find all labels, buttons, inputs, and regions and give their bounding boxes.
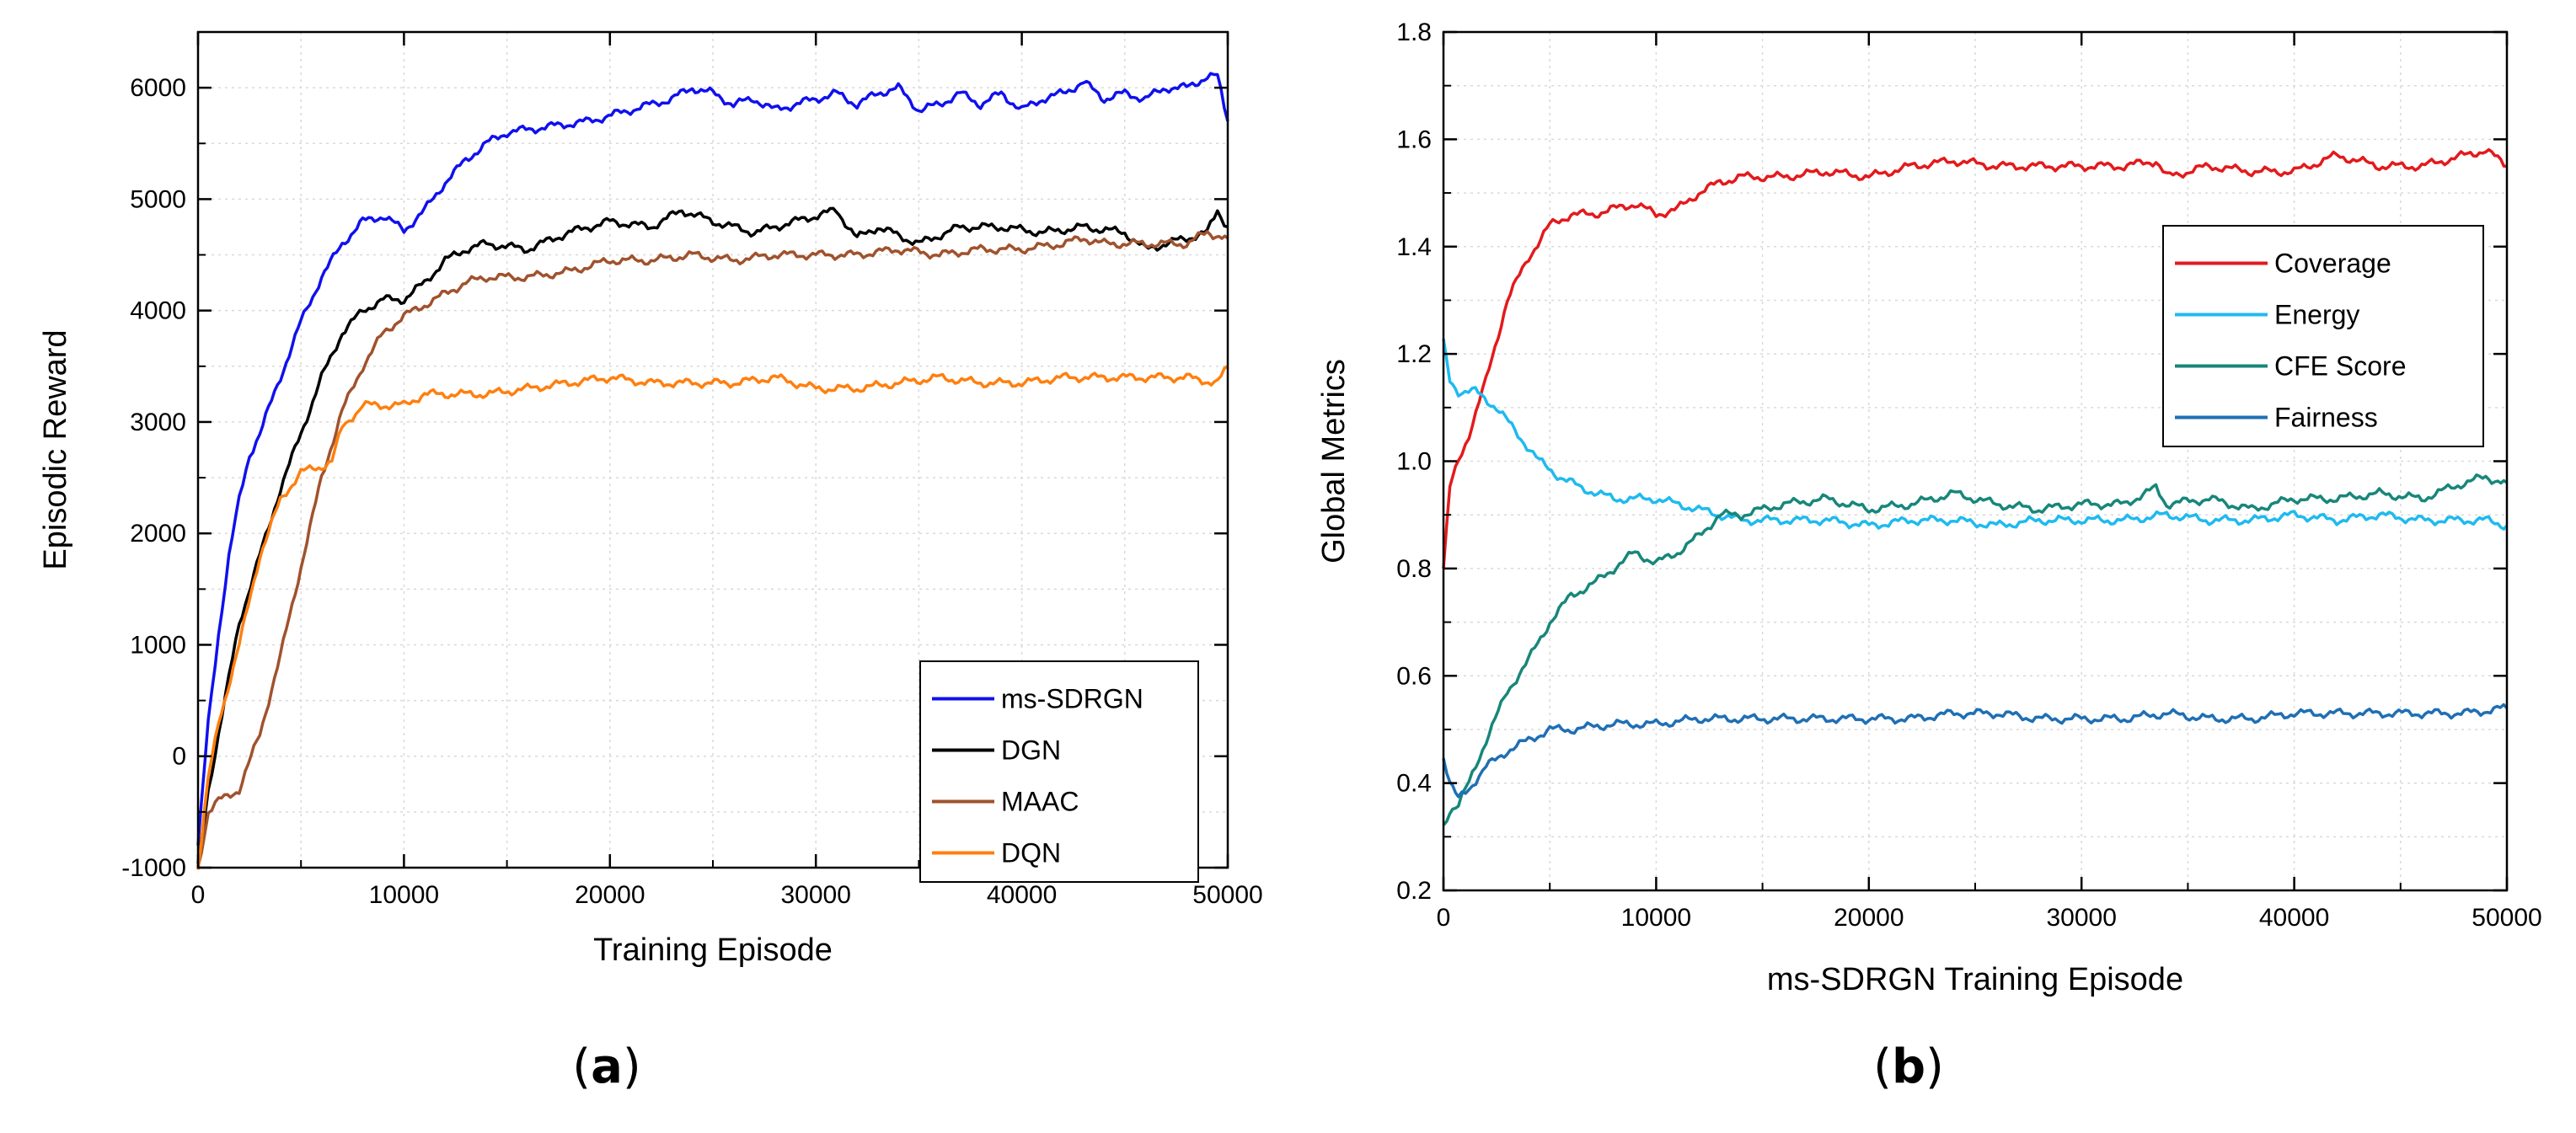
legend-label: CFE Score [2274, 351, 2406, 382]
panel-label-letter: a [591, 1039, 623, 1094]
y-axis-label: Episodic Reward [38, 329, 73, 569]
panel-label-close: ) [1925, 1039, 1944, 1094]
y-tick-label: 1.0 [1396, 448, 1432, 476]
x-tick-label: 50000 [2472, 904, 2541, 932]
legend-label: ms-SDRGN [1001, 684, 1143, 714]
x-tick-label: 50000 [1192, 881, 1262, 909]
legend: ms-SDRGN DGN MAAC DQN [919, 660, 1199, 883]
series-line-ms-sdrgn [196, 72, 1229, 846]
legend-label: MAAC [1001, 787, 1079, 817]
series-line-dgn [196, 206, 1229, 864]
legend: Coverage Energy CFE Score Fairness [2162, 225, 2484, 447]
grid [1443, 31, 2508, 890]
y-axis: 0.2 0.4 0.6 0.8 1.0 1.2 1.4 1.6 1.8 [1396, 19, 2507, 905]
y-tick-label: 3000 [130, 409, 186, 436]
legend-label: DQN [1001, 838, 1061, 868]
series-group [1442, 147, 2509, 826]
x-tick-label: 40000 [987, 881, 1057, 909]
y-tick-label: 4000 [130, 297, 186, 325]
x-tick-label: 40000 [2259, 904, 2329, 932]
series-group [196, 72, 1229, 870]
panel-label: (a) [572, 1039, 641, 1094]
panel-label-letter: b [1892, 1039, 1925, 1094]
legend-label: DGN [1001, 735, 1061, 766]
y-tick-label: 0.6 [1396, 662, 1432, 690]
panel-label: (b) [1873, 1039, 1944, 1094]
y-tick-label: 1000 [130, 631, 186, 659]
x-tick-label: 30000 [2046, 904, 2116, 932]
y-tick-label: 1.4 [1396, 233, 1432, 261]
chart-panel-a: 0 10000 20000 30000 40000 50000-1000010002000… [38, 30, 1263, 1094]
series-line-fairness [1442, 703, 2509, 799]
x-axis: 0 10000 20000 30000 40000 50000 [1437, 32, 2542, 932]
panel-label-open: ( [1873, 1039, 1892, 1094]
y-tick-label: 0.4 [1396, 770, 1432, 798]
x-tick-label: 30000 [780, 881, 850, 909]
series-line-dqn [196, 365, 1229, 870]
y-tick-label: 2000 [130, 520, 186, 548]
x-axis: 0 10000 20000 30000 40000 50000 [191, 32, 1263, 909]
y-tick-label: 1.8 [1396, 19, 1432, 46]
x-tick-label: 0 [191, 881, 206, 909]
series-line-energy [1442, 338, 2509, 531]
y-tick-label: 0.2 [1396, 877, 1432, 905]
chart-panel-b: 0 10000 20000 30000 40000 50000 0.2 0.4 0.6 0.8 1.… [1316, 19, 2542, 1094]
y-tick-label: 0 [172, 743, 186, 771]
x-tick-label: 10000 [1621, 904, 1691, 932]
y-axis: -1000 0 1000 2000 3000 4000 5000 6000 [121, 74, 1228, 882]
legend-label: Fairness [2274, 403, 2378, 433]
y-tick-label: 0.8 [1396, 555, 1432, 583]
x-tick-label: 10000 [369, 881, 439, 909]
series-line-coverage [1442, 147, 2508, 569]
y-tick-label: 1.2 [1396, 340, 1432, 368]
legend-label: Coverage [2274, 249, 2391, 279]
y-tick-label: 6000 [130, 74, 186, 102]
x-tick-label: 0 [1437, 904, 1451, 932]
x-axis-label: ms-SDRGN Training Episode [1767, 962, 2183, 997]
x-tick-label: 20000 [575, 881, 645, 909]
panel-label-open: ( [572, 1039, 591, 1094]
y-tick-label: 5000 [130, 185, 186, 213]
y-axis-label: Global Metrics [1316, 359, 1352, 564]
y-tick-label: -1000 [121, 854, 186, 882]
legend-label: Energy [2274, 300, 2359, 330]
y-tick-label: 1.6 [1396, 126, 1432, 153]
x-axis-label: Training Episode [593, 933, 833, 968]
panel-label-close: ) [623, 1039, 641, 1094]
series-line-cfe-score [1442, 473, 2508, 826]
series-line-maac [196, 230, 1229, 868]
x-tick-label: 20000 [1834, 904, 1904, 932]
